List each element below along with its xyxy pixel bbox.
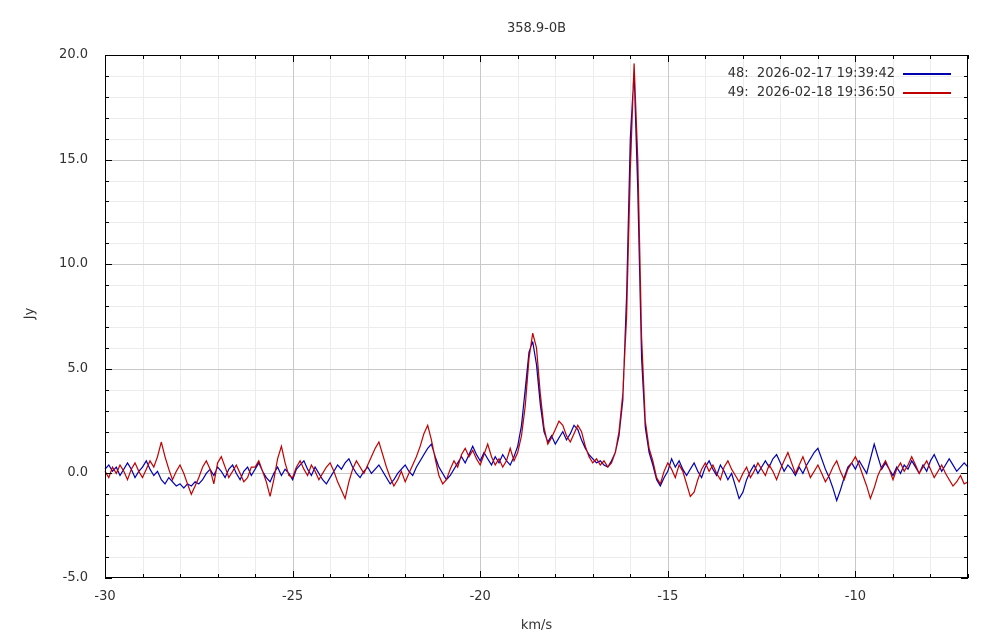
x-tick-label: -25 (281, 589, 304, 604)
series-49 (104, 63, 969, 501)
legend-line-sample-blue (903, 72, 951, 75)
y-tick-label: 10.0 (59, 256, 88, 272)
x-tick-label: -30 (94, 589, 116, 604)
x-tick-label: -10 (844, 589, 867, 604)
series-48 (104, 71, 969, 503)
y-tick-label: 5.0 (67, 360, 88, 376)
legend-label-49: 49: 2026-02-18 19:36:50 (727, 85, 895, 100)
y-tick-label: 15.0 (59, 151, 88, 167)
legend: 48: 2026-02-17 19:39:42 49: 2026-02-18 1… (728, 64, 951, 102)
x-axis-label: km/s (520, 618, 553, 633)
y-tick-label: 20.0 (59, 47, 88, 62)
chart-title: 358.9-0B (506, 21, 567, 36)
legend-item: 48: 2026-02-17 19:39:42 (728, 64, 951, 83)
x-tick-label: -15 (657, 589, 679, 604)
x-tick-label: -20 (469, 589, 491, 604)
y-axis-label: Jy (22, 307, 38, 320)
legend-line-sample-red (903, 91, 951, 94)
y-tick-label: 0.0 (67, 465, 88, 481)
legend-item: 49: 2026-02-18 19:36:50 (728, 83, 951, 102)
legend-label-48: 48: 2026-02-17 19:39:42 (727, 66, 895, 81)
y-tick-label: -5.0 (62, 570, 88, 585)
